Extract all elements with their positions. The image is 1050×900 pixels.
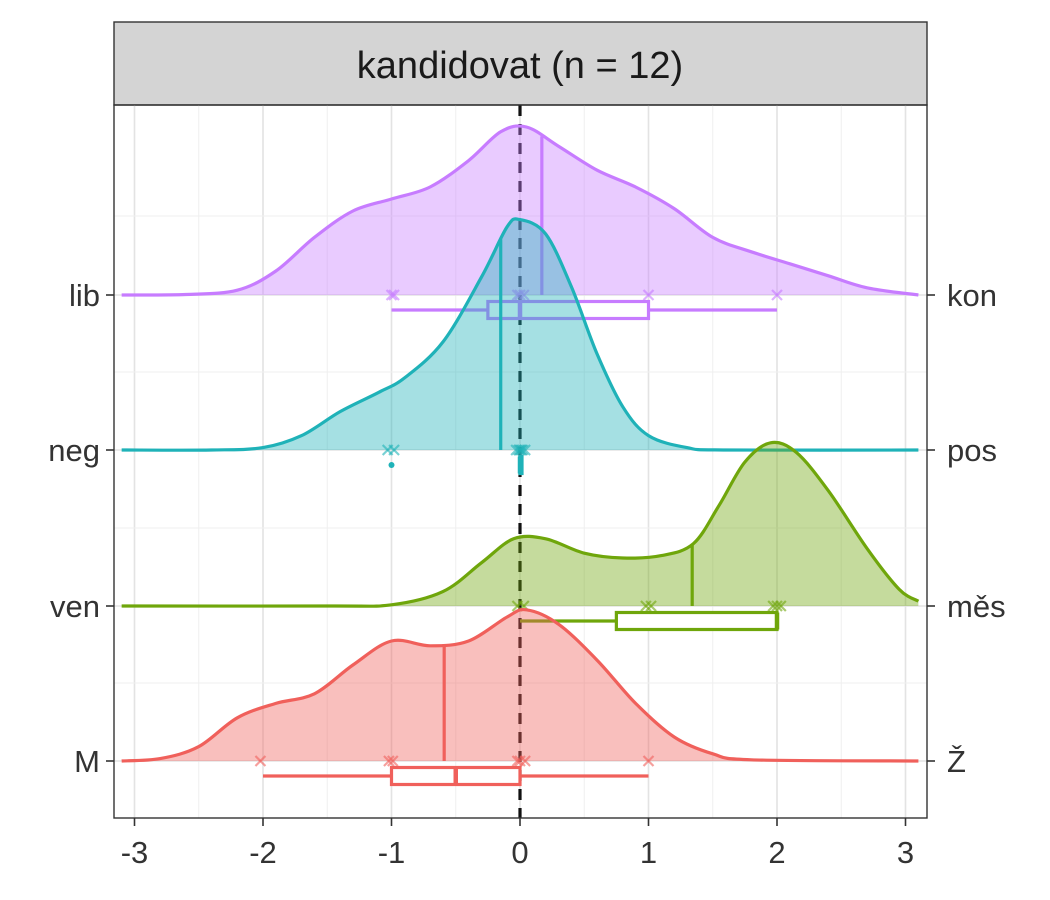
data-point-marker bbox=[771, 600, 783, 612]
data-point-marker bbox=[388, 444, 400, 456]
density-curve bbox=[121, 124, 919, 297]
data-point-marker bbox=[642, 755, 655, 767]
data-point-marker bbox=[771, 289, 783, 301]
density-curve bbox=[121, 217, 919, 452]
data-point-marker bbox=[642, 289, 655, 301]
data-point-marker bbox=[388, 289, 400, 301]
ridge-rows bbox=[121, 124, 920, 787]
right-category-label: pos bbox=[947, 433, 997, 468]
density-area bbox=[121, 125, 919, 296]
data-point-marker bbox=[519, 755, 531, 767]
ridge-row-M bbox=[121, 607, 919, 787]
density-curve bbox=[121, 440, 920, 608]
data-point-marker bbox=[518, 289, 530, 301]
density-area bbox=[121, 218, 919, 451]
x-tick-label: 3 bbox=[897, 835, 914, 870]
data-point-marker bbox=[254, 755, 267, 767]
density-area bbox=[121, 442, 919, 607]
data-point-marker bbox=[514, 289, 526, 301]
left-category-label: lib bbox=[69, 278, 100, 313]
right-category-label: kon bbox=[947, 278, 997, 313]
x-tick-label: -2 bbox=[249, 835, 277, 870]
left-category-label: neg bbox=[48, 433, 100, 468]
x-tick-label: 0 bbox=[511, 835, 528, 870]
x-tick-label: 1 bbox=[640, 835, 657, 870]
data-point-marker bbox=[385, 289, 398, 301]
facet-strip-background bbox=[113, 21, 928, 106]
facet-strip: kandidovat (n = 12) bbox=[113, 21, 928, 106]
data-point-marker bbox=[519, 444, 531, 456]
data-point-marker bbox=[645, 600, 657, 612]
x-tick-label: -1 bbox=[378, 835, 406, 870]
axes: -3 -2 -1 0 1 2 3 lib kon neg pos ven měs M Ž bbox=[48, 278, 1005, 870]
density-curve bbox=[121, 607, 919, 763]
data-point-marker bbox=[383, 755, 395, 767]
density-area bbox=[121, 609, 919, 761]
box-iqr bbox=[614, 610, 779, 632]
box-iqr bbox=[486, 299, 651, 321]
left-category-label: M bbox=[74, 744, 100, 779]
data-point-marker bbox=[516, 444, 529, 456]
ridge-row-neg bbox=[121, 217, 919, 476]
facet-strip-title: kandidovat (n = 12) bbox=[357, 45, 683, 87]
ridge-row-ven bbox=[121, 440, 920, 632]
data-point-marker bbox=[775, 600, 787, 612]
box-outlier bbox=[388, 462, 395, 468]
x-tick-label: 2 bbox=[768, 835, 785, 870]
right-category-label: měs bbox=[947, 589, 1006, 624]
right-category-label: Ž bbox=[947, 744, 966, 779]
left-category-label: ven bbox=[50, 589, 100, 624]
x-tick-label: -3 bbox=[121, 835, 149, 870]
ridge-row-lib bbox=[121, 124, 919, 321]
data-point-marker bbox=[387, 755, 399, 767]
